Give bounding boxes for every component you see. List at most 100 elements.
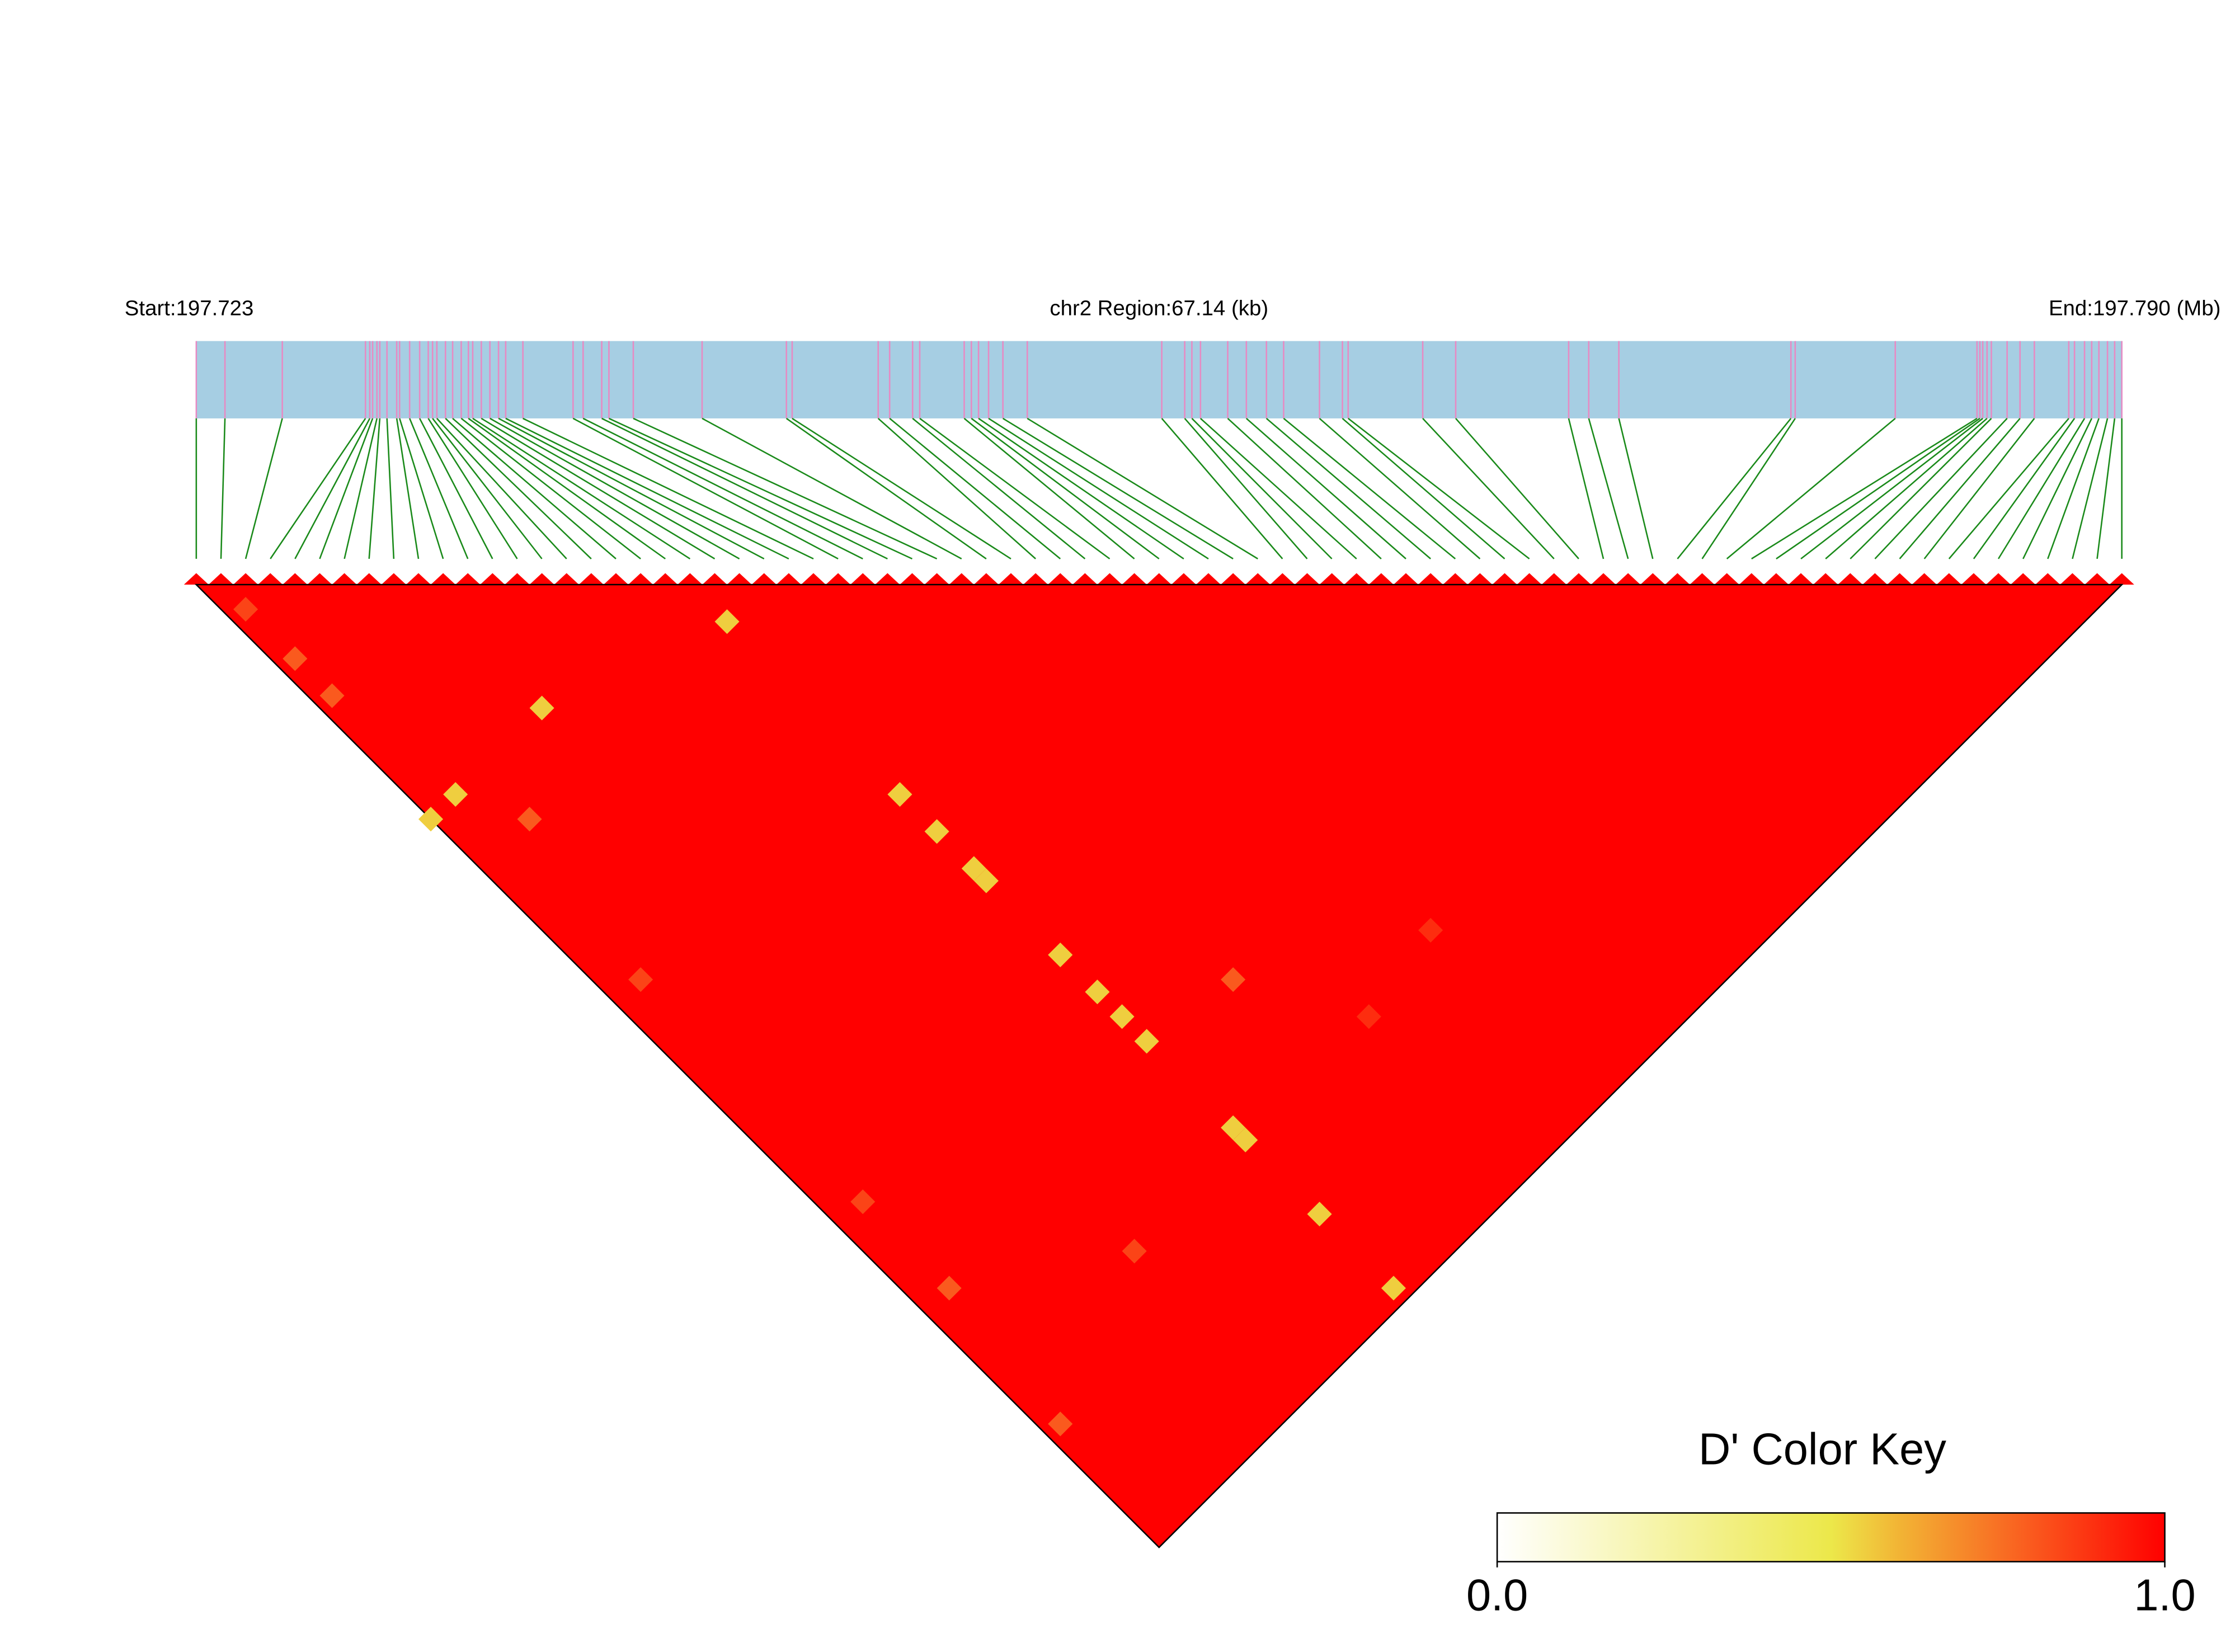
snp-triangle xyxy=(653,573,678,585)
snp-triangle xyxy=(381,573,406,585)
snp-triangle xyxy=(1023,573,1048,585)
snp-triangle xyxy=(208,573,234,585)
snp-triangle xyxy=(677,573,703,585)
snp-connector xyxy=(608,417,913,560)
snp-triangle xyxy=(1221,573,1246,585)
snp-triangle xyxy=(1788,573,1814,585)
ld-cell xyxy=(961,856,986,881)
snp-triangle xyxy=(1270,573,1295,585)
snp-connector xyxy=(2022,418,2093,559)
snp-connector xyxy=(220,418,226,559)
snp-connector xyxy=(1800,417,1983,559)
snp-triangle xyxy=(1985,573,2011,585)
ld-cell xyxy=(1221,1115,1246,1140)
snp-connector xyxy=(409,418,469,559)
snp-connector xyxy=(1973,418,2076,559)
snp-connector xyxy=(1677,418,1792,559)
snp-connector xyxy=(785,417,987,559)
snp-connector xyxy=(432,418,543,559)
snp-connector xyxy=(481,417,716,559)
snp-triangle xyxy=(183,573,209,585)
snp-triangle xyxy=(1838,573,1863,585)
snp-connector xyxy=(344,418,378,559)
snp-triangle xyxy=(801,573,826,585)
snp-connector xyxy=(1923,418,2035,559)
snp-triangle xyxy=(850,573,876,585)
snp-triangle xyxy=(233,573,258,585)
snp-connector xyxy=(460,417,641,559)
ld-cell xyxy=(937,1276,962,1301)
snp-triangle xyxy=(1443,573,1468,585)
snp-connector xyxy=(1701,418,1796,559)
snp-connector xyxy=(889,417,1061,559)
snp-connector xyxy=(702,417,962,560)
snp-connector xyxy=(498,417,765,560)
snp-triangle xyxy=(1616,573,1641,585)
snp-connector xyxy=(1199,417,1357,559)
ld-cell xyxy=(443,782,468,807)
ld-cell xyxy=(1109,1004,1135,1029)
snp-connector xyxy=(1191,418,1333,559)
snp-triangle xyxy=(2011,573,2036,585)
snp-triangle xyxy=(455,573,481,585)
snp-triangle xyxy=(1146,573,1171,585)
snp-connector xyxy=(582,417,863,560)
snp-connector xyxy=(978,417,1184,559)
snp-triangle xyxy=(1418,573,1443,585)
snp-connector xyxy=(1342,417,1505,559)
snp-connector xyxy=(988,417,1209,559)
snp-connector xyxy=(270,418,366,559)
snp-triangle xyxy=(1566,573,1591,585)
ld-cell xyxy=(1418,917,1443,943)
snp-triangle xyxy=(826,573,851,585)
snp-triangle xyxy=(628,573,653,585)
snp-triangle xyxy=(1295,573,1320,585)
snp-triangle xyxy=(1097,573,1122,585)
snp-triangle xyxy=(875,573,900,585)
snp-triangle xyxy=(307,573,332,585)
snp-connector xyxy=(1776,417,1980,559)
snp-triangle xyxy=(1467,573,1493,585)
snp-connector xyxy=(418,418,493,559)
snp-connector xyxy=(244,418,283,559)
ld-cell xyxy=(517,807,542,832)
snp-triangle xyxy=(258,573,283,585)
snp-triangle xyxy=(949,573,974,585)
ld-cell xyxy=(1085,980,1110,1005)
snp-connector xyxy=(633,417,938,560)
snp-connector xyxy=(919,417,1111,559)
snp-triangle xyxy=(751,573,777,585)
region-bar xyxy=(196,341,2122,418)
snp-triangle xyxy=(727,573,752,585)
snp-connector xyxy=(1568,418,1605,559)
snp-triangle xyxy=(356,573,382,585)
snp-connector xyxy=(1899,418,2021,559)
colorkey-tick-label: 1.0 xyxy=(2134,1570,2195,1620)
start-label: Start:197.723 xyxy=(125,296,254,321)
region-label: chr2 Region:67.14 (kb) xyxy=(1050,296,1268,321)
ld-cell xyxy=(924,819,949,844)
snp-triangle xyxy=(924,573,949,585)
snp-triangle xyxy=(1763,573,1789,585)
snp-triangle xyxy=(1171,573,1196,585)
snp-connector xyxy=(601,417,888,560)
snp-triangle xyxy=(1393,573,1419,585)
snp-connector xyxy=(1265,417,1431,559)
ld-cell xyxy=(418,807,444,832)
snp-connector xyxy=(452,417,617,559)
snp-triangle xyxy=(283,573,308,585)
snp-triangle xyxy=(1492,573,1517,585)
snp-triangle xyxy=(529,573,554,585)
snp-connector xyxy=(399,418,444,559)
snp-connector xyxy=(1850,418,1992,559)
snp-connector xyxy=(1283,417,1456,559)
snp-connector xyxy=(2072,418,2109,559)
snp-connector xyxy=(505,417,789,560)
colorkey-tick-label: 0.0 xyxy=(1466,1570,1528,1620)
snp-triangle xyxy=(505,573,530,585)
snp-triangle xyxy=(1665,573,1690,585)
colorkey-bar xyxy=(1496,1512,2166,1562)
snp-triangle xyxy=(2060,573,2085,585)
colorkey-title: D' Color Key xyxy=(1698,1424,1946,1474)
